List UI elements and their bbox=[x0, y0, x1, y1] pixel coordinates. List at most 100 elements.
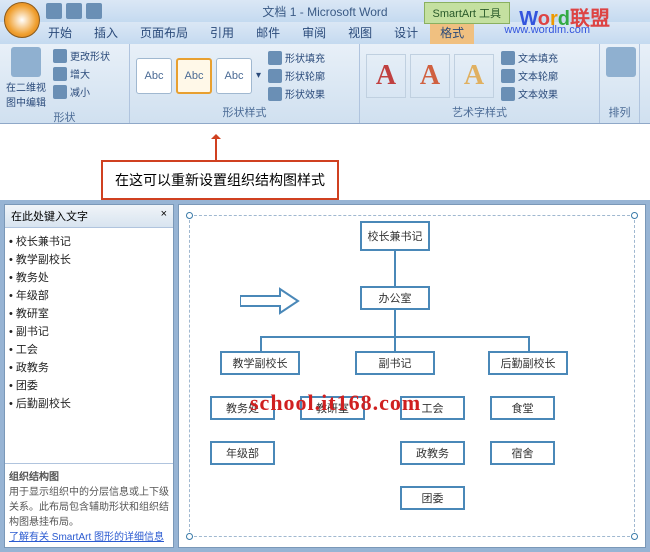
tab-format[interactable]: 格式 bbox=[430, 21, 474, 44]
tab-mailings[interactable]: 邮件 bbox=[246, 21, 290, 44]
list-item[interactable]: 校长兼书记 bbox=[9, 232, 169, 250]
undo-icon[interactable] bbox=[66, 3, 82, 19]
smaller-label: 减小 bbox=[70, 84, 90, 99]
change-shape-icon bbox=[53, 49, 67, 63]
watermark-url: www.wordlm.com bbox=[504, 24, 590, 36]
arrange-icon bbox=[606, 47, 636, 77]
edit-2d-button[interactable]: 在二维视图中编辑 bbox=[6, 47, 46, 109]
wordart-style-1[interactable]: A bbox=[366, 54, 406, 98]
org-node[interactable]: 食堂 bbox=[490, 396, 555, 420]
resize-handle[interactable] bbox=[186, 212, 193, 219]
shape-style-3[interactable]: Abc bbox=[216, 58, 252, 94]
smartart-chart[interactable]: 校长兼书记 办公室 教学副校长 副书记 后勤副校长 教务处 教研室 工会 食堂 … bbox=[189, 215, 635, 537]
office-button[interactable] bbox=[4, 2, 40, 38]
change-shape-button[interactable]: 更改形状 bbox=[50, 47, 113, 64]
tab-review[interactable]: 审阅 bbox=[292, 21, 336, 44]
shape-style-2[interactable]: Abc bbox=[176, 58, 212, 94]
info-link[interactable]: 了解有关 SmartArt 图形的详细信息 bbox=[9, 532, 164, 543]
wordart-group-label: 艺术字样式 bbox=[366, 104, 593, 120]
tab-insert[interactable]: 插入 bbox=[84, 21, 128, 44]
text-pane-title: 在此处键入文字 bbox=[11, 208, 88, 224]
edit-2d-label: 在二维视图中编辑 bbox=[6, 83, 46, 109]
outline-icon bbox=[268, 69, 282, 83]
list-item[interactable]: 教务处 bbox=[9, 268, 169, 286]
larger-label: 增大 bbox=[70, 66, 90, 81]
edit-2d-icon bbox=[11, 47, 41, 77]
text-effects-label: 文本效果 bbox=[518, 86, 558, 101]
org-node[interactable]: 政教务 bbox=[400, 441, 465, 465]
org-node-office[interactable]: 办公室 bbox=[360, 286, 430, 310]
text-effects-button[interactable]: 文本效果 bbox=[498, 85, 561, 102]
arrange-button[interactable] bbox=[606, 47, 636, 104]
shape-fill-button[interactable]: 形状填充 bbox=[265, 49, 328, 66]
resize-handle[interactable] bbox=[631, 212, 638, 219]
arrange-group-label: 排列 bbox=[606, 104, 633, 120]
text-effects-icon bbox=[501, 87, 515, 101]
wordart-style-3[interactable]: A bbox=[454, 54, 494, 98]
org-node[interactable]: 年级部 bbox=[210, 441, 275, 465]
change-shape-label: 更改形状 bbox=[70, 48, 110, 63]
org-node-root[interactable]: 校长兼书记 bbox=[360, 221, 430, 251]
connector bbox=[528, 336, 530, 351]
document-canvas[interactable]: 校长兼书记 办公室 教学副校长 副书记 后勤副校长 教务处 教研室 工会 食堂 … bbox=[178, 204, 646, 548]
fill-icon bbox=[268, 51, 282, 65]
style-gallery-more[interactable]: ▾ bbox=[256, 70, 261, 81]
shapes-group-label: 形状 bbox=[6, 109, 123, 125]
text-pane-list[interactable]: 校长兼书记 教学副校长 教务处 年级部 教研室 副书记 工会 政教务 团委 后勤… bbox=[5, 228, 173, 463]
resize-handle[interactable] bbox=[631, 533, 638, 540]
effects-icon bbox=[268, 87, 282, 101]
text-fill-label: 文本填充 bbox=[518, 50, 558, 65]
save-icon[interactable] bbox=[46, 3, 62, 19]
list-item[interactable]: 教研室 bbox=[9, 304, 169, 322]
tab-layout[interactable]: 页面布局 bbox=[130, 21, 198, 44]
redo-icon[interactable] bbox=[86, 3, 102, 19]
text-fill-icon bbox=[501, 51, 515, 65]
close-icon[interactable]: × bbox=[161, 208, 167, 224]
tab-home[interactable]: 开始 bbox=[38, 21, 82, 44]
org-node[interactable]: 后勤副校长 bbox=[488, 351, 568, 375]
tab-references[interactable]: 引用 bbox=[200, 21, 244, 44]
org-node[interactable]: 教学副校长 bbox=[220, 351, 300, 375]
org-node[interactable]: 宿舍 bbox=[490, 441, 555, 465]
text-pane: 在此处键入文字 × 校长兼书记 教学副校长 教务处 年级部 教研室 副书记 工会… bbox=[4, 204, 174, 548]
info-box: 组织结构图 用于显示组织中的分层信息或上下级关系。此布局包含辅助形状和组织结构图… bbox=[5, 463, 173, 547]
resize-handle[interactable] bbox=[186, 533, 193, 540]
callout-text: 在这可以重新设置组织结构图样式 bbox=[101, 160, 339, 200]
list-item[interactable]: 后勤副校长 bbox=[9, 394, 169, 412]
larger-button[interactable]: 增大 bbox=[50, 65, 113, 82]
tab-view[interactable]: 视图 bbox=[338, 21, 382, 44]
tab-design[interactable]: 设计 bbox=[384, 21, 428, 44]
watermark-school: school.it168.com bbox=[250, 390, 421, 416]
connector bbox=[394, 251, 396, 286]
smaller-button[interactable]: 减小 bbox=[50, 83, 113, 100]
smaller-icon bbox=[53, 85, 67, 99]
styles-group-label: 形状样式 bbox=[136, 104, 353, 120]
window-title: 文档 1 - Microsoft Word bbox=[262, 3, 387, 20]
shape-effects-button[interactable]: 形状效果 bbox=[265, 85, 328, 102]
text-fill-button[interactable]: 文本填充 bbox=[498, 49, 561, 66]
connector bbox=[394, 336, 396, 351]
info-desc: 用于显示组织中的分层信息或上下级关系。此布局包含辅助形状和组织结构图悬挂布局。 bbox=[9, 487, 169, 528]
smartart-tools-tab: SmartArt 工具 bbox=[424, 2, 510, 24]
list-item[interactable]: 年级部 bbox=[9, 286, 169, 304]
text-outline-button[interactable]: 文本轮廓 bbox=[498, 67, 561, 84]
wordart-style-2[interactable]: A bbox=[410, 54, 450, 98]
assistant-arrow-icon bbox=[240, 286, 300, 316]
org-node[interactable]: 团委 bbox=[400, 486, 465, 510]
shape-style-1[interactable]: Abc bbox=[136, 58, 172, 94]
shape-outline-button[interactable]: 形状轮廓 bbox=[265, 67, 328, 84]
list-item[interactable]: 团委 bbox=[9, 376, 169, 394]
ribbon: 在二维视图中编辑 更改形状 增大 减小 形状 Abc Abc Abc ▾ 形状填… bbox=[0, 44, 650, 124]
connector bbox=[394, 310, 396, 336]
info-title: 组织结构图 bbox=[9, 472, 59, 483]
list-item[interactable]: 工会 bbox=[9, 340, 169, 358]
connector bbox=[260, 336, 262, 351]
list-item[interactable]: 政教务 bbox=[9, 358, 169, 376]
org-node[interactable]: 副书记 bbox=[355, 351, 435, 375]
callout-arrow bbox=[215, 135, 217, 160]
text-outline-icon bbox=[501, 69, 515, 83]
shape-effects-label: 形状效果 bbox=[285, 86, 325, 101]
list-item[interactable]: 副书记 bbox=[9, 322, 169, 340]
list-item[interactable]: 教学副校长 bbox=[9, 250, 169, 268]
text-outline-label: 文本轮廓 bbox=[518, 68, 558, 83]
